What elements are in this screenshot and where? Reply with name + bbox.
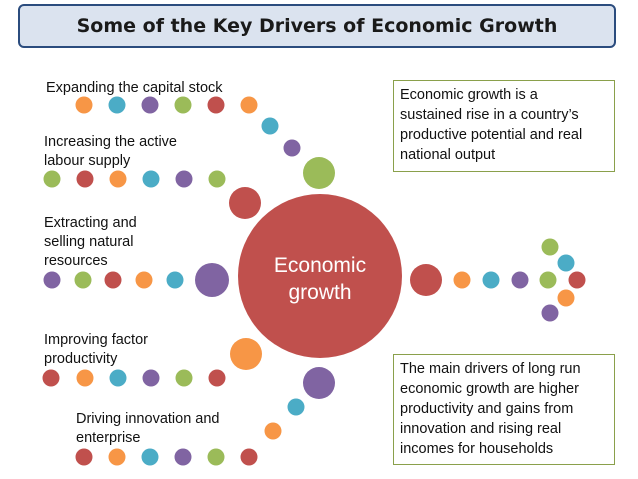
output-dot-9 (557, 289, 575, 307)
output-dot-2 (453, 271, 471, 289)
labour-dot-4 (142, 170, 160, 188)
center-circle (238, 194, 402, 358)
resources-dot-3 (104, 271, 122, 289)
capital-dot-1 (75, 96, 93, 114)
drivers-summary-box: The main drivers of long run economic gr… (393, 354, 615, 465)
labour-dot-3 (109, 170, 127, 188)
driver-label-innovation: Driving innovation and enterprise (76, 411, 220, 446)
resources-dot-1 (43, 271, 61, 289)
resources-dot-2 (74, 271, 92, 289)
center-label: Economic growth (240, 252, 400, 306)
labour-dot-1 (43, 170, 61, 188)
capital-dot-8 (283, 139, 301, 157)
labour-dot-6 (208, 170, 226, 188)
center-label-line1: Economic (273, 254, 367, 277)
output-dot-1 (410, 264, 442, 296)
capital-dot-3 (141, 96, 159, 114)
output-dot-7 (541, 238, 559, 256)
innovation-dot-5 (207, 448, 225, 466)
innovation-dot-1 (75, 448, 93, 466)
productivity-dot-6 (208, 369, 226, 387)
driver-label-natural-resources: Extracting and selling natural resources (44, 215, 137, 269)
output-dot-6 (568, 271, 586, 289)
capital-dot-4 (174, 96, 192, 114)
innovation-dot-3 (141, 448, 159, 466)
resources-dot-6 (195, 263, 229, 297)
output-dot-8 (557, 254, 575, 272)
innovation-dot-8 (287, 398, 305, 416)
productivity-dot-1 (42, 369, 60, 387)
output-dot-4 (511, 271, 529, 289)
productivity-dot-5 (175, 369, 193, 387)
labour-dot-5 (175, 170, 193, 188)
capital-dot-7 (261, 117, 279, 135)
definition-box: Economic growth is a sustained rise in a… (393, 80, 615, 172)
diagram-title: Some of the Key Drivers of Economic Grow… (76, 15, 558, 37)
output-dot-10 (541, 304, 559, 322)
resources-dot-5 (166, 271, 184, 289)
title-banner: Some of the Key Drivers of Economic Grow… (18, 4, 616, 48)
labour-dot-2 (76, 170, 94, 188)
output-dot-3 (482, 271, 500, 289)
driver-label-capital-stock: Expanding the capital stock (46, 80, 223, 96)
resources-dot-4 (135, 271, 153, 289)
innovation-dot-2 (108, 448, 126, 466)
center-label-line2: growth (288, 281, 352, 304)
productivity-dot-3 (109, 369, 127, 387)
innovation-dot-7 (264, 422, 282, 440)
capital-dot-2 (108, 96, 126, 114)
innovation-dot-9 (303, 367, 335, 399)
innovation-dot-6 (240, 448, 258, 466)
productivity-dot-4 (142, 369, 160, 387)
labour-dot-7 (229, 187, 261, 219)
capital-dot-9 (303, 157, 335, 189)
driver-label-labour-supply: Increasing the active labour supply (44, 134, 177, 169)
productivity-dot-2 (76, 369, 94, 387)
capital-dot-5 (207, 96, 225, 114)
innovation-dot-4 (174, 448, 192, 466)
capital-dot-6 (240, 96, 258, 114)
driver-label-factor-productivity: Improving factor productivity (44, 332, 148, 367)
productivity-dot-7 (230, 338, 262, 370)
output-dot-5 (539, 271, 557, 289)
